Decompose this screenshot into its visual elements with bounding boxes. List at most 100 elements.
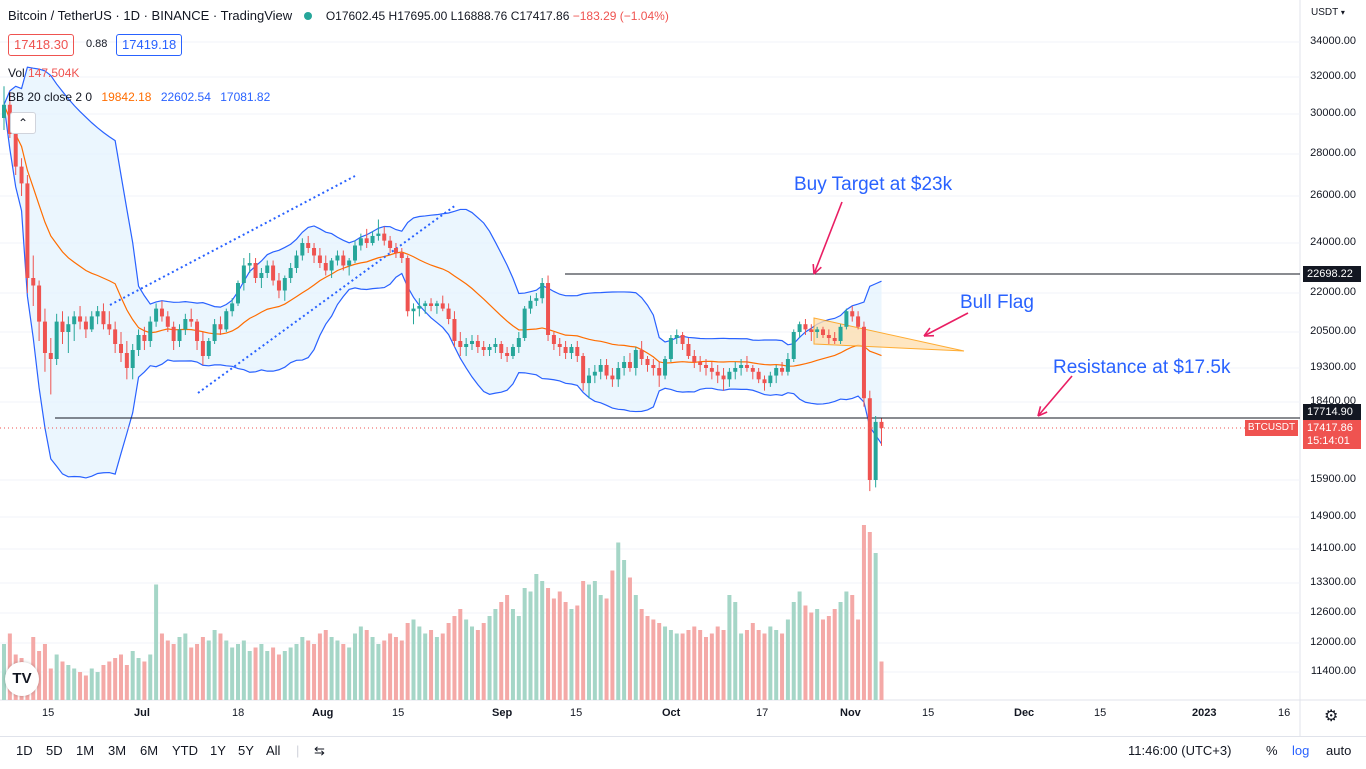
volume-bar (592, 581, 597, 700)
candle-body (259, 273, 264, 278)
price-axis-unit[interactable]: USDT ▾ (1311, 7, 1345, 18)
candle-body (768, 375, 773, 384)
volume-bar (434, 637, 439, 700)
auto-toggle[interactable]: auto (1326, 743, 1352, 758)
candle-body (42, 321, 47, 353)
volume-bar (475, 630, 480, 700)
candle-body (66, 324, 71, 332)
volume-bar (633, 595, 638, 700)
candle-body (37, 285, 42, 322)
candle-body (417, 306, 422, 309)
candle-body (785, 359, 790, 372)
symbol-title[interactable]: Bitcoin / TetherUS · 1D · BINANCE · Trad… (8, 8, 293, 23)
range-3m[interactable]: 3M (108, 743, 127, 758)
ask-button[interactable]: 17419.18 (116, 34, 183, 56)
candle-body (265, 265, 270, 273)
volume-bar (42, 644, 47, 700)
candle-body (13, 134, 18, 167)
tradingview-logo-icon[interactable]: TV (5, 662, 39, 696)
volume-bar (405, 623, 410, 700)
volume-bar (224, 640, 229, 700)
candle-body (60, 321, 65, 332)
candle-body (317, 255, 322, 263)
candle-body (475, 341, 480, 347)
time-tick-label: 2023 (1192, 707, 1217, 719)
range-1y[interactable]: 1Y (210, 743, 226, 758)
candle-body (622, 362, 627, 368)
last-price-tag: 17417.86 (1303, 420, 1361, 436)
volume-bar (587, 584, 591, 700)
candle-body (733, 368, 738, 372)
volume-bar (236, 644, 240, 700)
candle-body (821, 329, 825, 335)
arrow-buy-target-head (812, 263, 822, 275)
range-1d[interactable]: 1D (16, 743, 33, 758)
volume-bar (247, 651, 252, 700)
price-tick-label: 24000.00 (1310, 236, 1356, 248)
volume-bar (522, 588, 527, 700)
volume-bar (72, 668, 77, 700)
candle-body (177, 329, 182, 341)
volume-bar (300, 637, 305, 700)
range-all[interactable]: All (266, 743, 281, 758)
collapse-legend-button[interactable]: ⌃ (10, 112, 36, 134)
candle-body (774, 368, 779, 376)
candle-body (113, 329, 118, 344)
volume-bar (130, 651, 135, 700)
volume-bar (60, 661, 65, 700)
spread-value: 0.88 (86, 38, 108, 50)
bid-button[interactable]: 17418.30 (8, 34, 75, 56)
range-ytd[interactable]: YTD (172, 743, 198, 758)
time-tick-label: 15 (922, 707, 935, 719)
log-toggle[interactable]: log (1292, 743, 1310, 758)
bb-legend[interactable]: BB 20 close 2 0 19842.18 22602.54 17081.… (8, 90, 270, 104)
range-5y[interactable]: 5Y (238, 743, 254, 758)
price-chart[interactable] (0, 0, 1366, 736)
candle-body (674, 335, 679, 338)
candle-body (294, 255, 299, 268)
annotation-resistance[interactable]: Resistance at $17.5k (1053, 357, 1231, 378)
range-5d[interactable]: 5D (46, 743, 63, 758)
volume-bar (66, 665, 71, 700)
volume-bar (528, 591, 533, 700)
volume-bar (423, 633, 428, 700)
date-range-icon[interactable]: ⇆ (314, 743, 325, 758)
candle-body (165, 316, 170, 327)
candle-body (598, 365, 603, 372)
price-tick-label: 12600.00 (1310, 606, 1356, 618)
percent-toggle[interactable]: % (1266, 743, 1278, 758)
annotation-buy-target[interactable]: Buy Target at $23k (794, 174, 953, 195)
candle-body (83, 321, 88, 330)
time-tick-label: 15 (570, 707, 583, 719)
volume-bar (709, 633, 714, 700)
candle-body (440, 303, 445, 309)
time-tick-label: Sep (492, 707, 513, 719)
volume-bar (809, 612, 814, 700)
volume-bar (230, 647, 235, 700)
range-6m[interactable]: 6M (140, 743, 159, 758)
candle-body (826, 335, 831, 338)
candle-body (762, 379, 767, 384)
volume-bar (276, 654, 281, 700)
range-1m[interactable]: 1M (76, 743, 95, 758)
candle-body (522, 308, 527, 338)
settings-gear-icon[interactable]: ⚙ (1324, 708, 1339, 725)
price-tick-label: 15900.00 (1310, 473, 1356, 485)
volume-bar (598, 595, 603, 700)
volume-bar (540, 581, 545, 700)
close-value: C17417.86 (510, 9, 570, 23)
clock[interactable]: 11:46:00 (UTC+3) (1128, 743, 1232, 758)
candle-body (136, 335, 141, 350)
volume-bar (733, 602, 738, 700)
candle-body (358, 238, 363, 246)
candle-body (627, 362, 632, 368)
volume-bar (575, 605, 580, 700)
candle-body (739, 365, 744, 368)
volume-bar (604, 598, 609, 700)
volume-legend[interactable]: Vol 147.504K (8, 66, 79, 80)
annotation-bull-flag[interactable]: Bull Flag (960, 292, 1034, 313)
candle-body (581, 356, 586, 384)
price-tick-label: 22000.00 (1310, 286, 1356, 298)
market-status-dot (304, 12, 313, 21)
bb-band-fill (4, 67, 882, 478)
